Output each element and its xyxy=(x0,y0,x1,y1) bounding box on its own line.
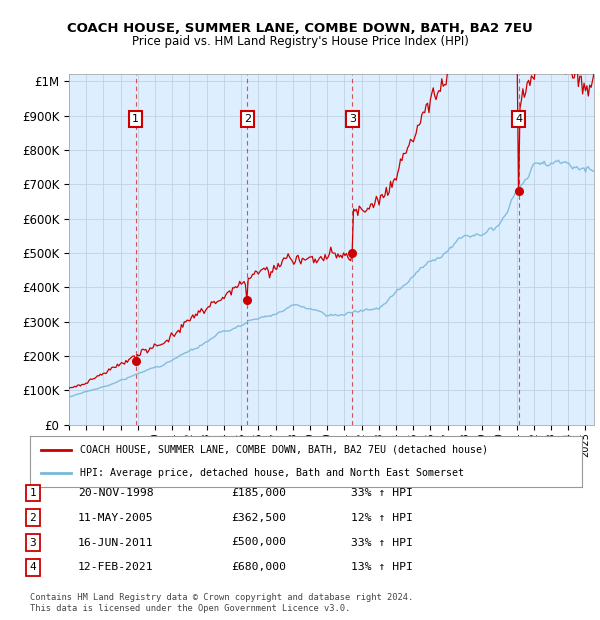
Text: £362,500: £362,500 xyxy=(231,513,286,523)
Text: 3: 3 xyxy=(349,114,356,124)
Text: Price paid vs. HM Land Registry's House Price Index (HPI): Price paid vs. HM Land Registry's House … xyxy=(131,35,469,48)
Text: 12-FEB-2021: 12-FEB-2021 xyxy=(78,562,154,572)
Text: 1: 1 xyxy=(29,488,37,498)
Text: 2: 2 xyxy=(244,114,251,124)
Text: COACH HOUSE, SUMMER LANE, COMBE DOWN, BATH, BA2 7EU (detached house): COACH HOUSE, SUMMER LANE, COMBE DOWN, BA… xyxy=(80,445,488,454)
Text: 12% ↑ HPI: 12% ↑ HPI xyxy=(351,513,413,523)
Text: 16-JUN-2011: 16-JUN-2011 xyxy=(78,538,154,547)
Text: 13% ↑ HPI: 13% ↑ HPI xyxy=(351,562,413,572)
Text: 11-MAY-2005: 11-MAY-2005 xyxy=(78,513,154,523)
Text: £680,000: £680,000 xyxy=(231,562,286,572)
Text: 3: 3 xyxy=(29,538,37,547)
Text: HPI: Average price, detached house, Bath and North East Somerset: HPI: Average price, detached house, Bath… xyxy=(80,468,464,478)
Text: £185,000: £185,000 xyxy=(231,488,286,498)
Text: 33% ↑ HPI: 33% ↑ HPI xyxy=(351,538,413,547)
Text: 4: 4 xyxy=(515,114,522,124)
Text: 4: 4 xyxy=(29,562,37,572)
Text: 1: 1 xyxy=(132,114,139,124)
Text: 33% ↑ HPI: 33% ↑ HPI xyxy=(351,488,413,498)
Text: COACH HOUSE, SUMMER LANE, COMBE DOWN, BATH, BA2 7EU: COACH HOUSE, SUMMER LANE, COMBE DOWN, BA… xyxy=(67,22,533,35)
Text: Contains HM Land Registry data © Crown copyright and database right 2024.
This d: Contains HM Land Registry data © Crown c… xyxy=(30,593,413,613)
Text: 2: 2 xyxy=(29,513,37,523)
Text: £500,000: £500,000 xyxy=(231,538,286,547)
Text: 20-NOV-1998: 20-NOV-1998 xyxy=(78,488,154,498)
